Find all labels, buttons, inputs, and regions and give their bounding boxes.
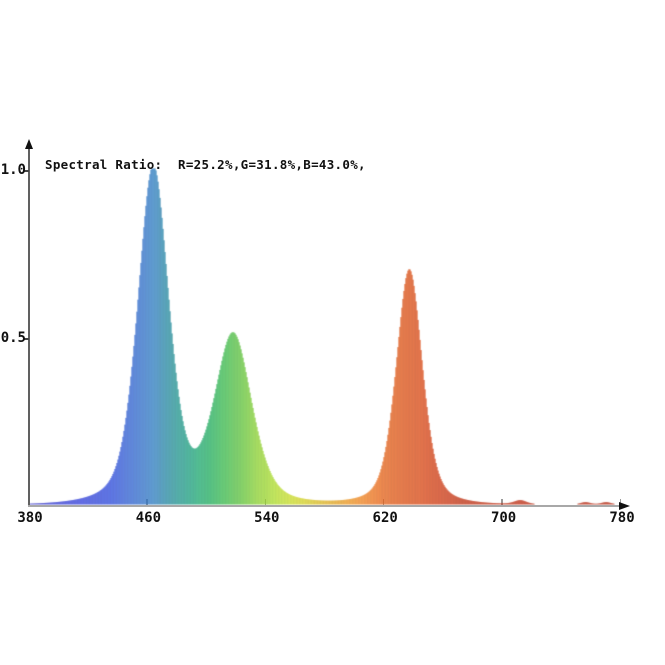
y-tick-label-1.0: 1.0 <box>0 161 26 178</box>
chart-title: Spectral Ratio: R=25.2%,G=31.8%,B=43.0%, <box>45 157 366 172</box>
x-axis-arrow-icon <box>619 501 630 510</box>
y-axis-line <box>28 148 30 506</box>
y-tick-label-0.5: 0.5 <box>0 329 26 346</box>
x-tick-label-620: 620 <box>372 510 398 526</box>
x-tick-label-460: 460 <box>135 510 162 526</box>
x-tick-label-540: 540 <box>254 510 280 526</box>
x-tick-label-780: 780 <box>609 510 635 526</box>
y-axis-arrow-icon <box>24 139 33 149</box>
x-tick-label-380: 380 <box>17 510 43 526</box>
x-tick-label-700: 700 <box>490 510 517 526</box>
x-axis-line <box>28 505 620 507</box>
